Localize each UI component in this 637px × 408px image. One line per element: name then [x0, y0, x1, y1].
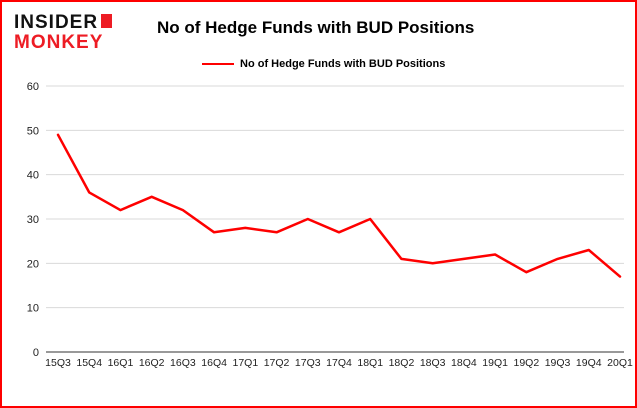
- logo-red-block-icon: [101, 14, 113, 28]
- x-tick-label: 15Q3: [45, 357, 71, 369]
- y-tick-label: 10: [27, 303, 39, 315]
- x-tick-label: 18Q2: [389, 357, 415, 369]
- page-title: No of Hedge Funds with BUD Positions: [157, 18, 475, 37]
- x-tick-label: 16Q2: [139, 357, 165, 369]
- y-tick-label: 60: [27, 81, 39, 93]
- y-tick-label: 20: [27, 258, 39, 270]
- x-tick-label: 16Q1: [108, 357, 134, 369]
- chart-legend: No of Hedge Funds with BUD Positions: [202, 58, 445, 70]
- x-tick-label: 17Q4: [326, 357, 352, 369]
- x-tick-label: 18Q3: [420, 357, 446, 369]
- legend-label: No of Hedge Funds with BUD Positions: [240, 58, 446, 70]
- y-tick-label: 40: [27, 170, 39, 182]
- x-tick-label: 19Q3: [545, 357, 571, 369]
- y-tick-label: 50: [27, 125, 39, 137]
- legend-line-swatch-icon: [202, 63, 234, 65]
- x-tick-label: 17Q2: [264, 357, 290, 369]
- x-tick-label: 16Q3: [170, 357, 196, 369]
- x-tick-label: 15Q4: [76, 357, 102, 369]
- x-tick-label: 17Q1: [232, 357, 258, 369]
- logo-text-monkey: MONKEY: [14, 32, 104, 54]
- x-tick-label: 19Q4: [576, 357, 602, 369]
- x-tick-label: 18Q1: [357, 357, 383, 369]
- x-tick-label: 17Q3: [295, 357, 321, 369]
- x-tick-label: 20Q1: [607, 357, 633, 369]
- series-line-bud-positions: [56, 133, 622, 278]
- x-tick-label: 19Q2: [513, 357, 539, 369]
- y-tick-label: 0: [33, 347, 39, 359]
- y-tick-label: 30: [27, 214, 39, 226]
- x-tick-label: 19Q1: [482, 357, 508, 369]
- logo-text-insider: INSIDER: [14, 12, 99, 33]
- x-tick-label: 18Q4: [451, 357, 477, 369]
- insider-monkey-logo: INSIDER MONKEY: [14, 12, 113, 54]
- x-tick-label: 16Q4: [201, 357, 227, 369]
